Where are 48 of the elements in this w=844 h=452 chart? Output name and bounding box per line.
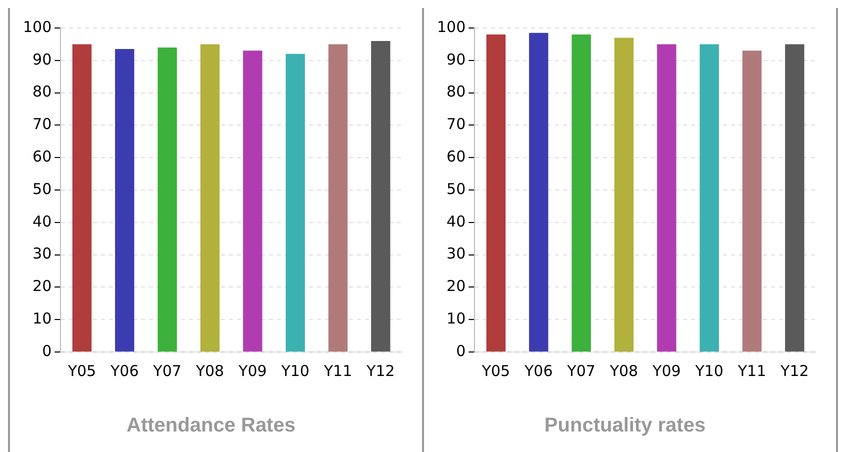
bar bbox=[286, 54, 305, 352]
y-tick-label: 40 bbox=[32, 212, 52, 230]
bar bbox=[371, 40, 390, 352]
y-tick-label: 70 bbox=[32, 115, 52, 134]
bar bbox=[158, 47, 177, 352]
x-tick-label: Y06 bbox=[524, 362, 553, 380]
x-tick-label: Y11 bbox=[736, 362, 766, 380]
bar bbox=[243, 50, 262, 352]
x-tick-label: Y12 bbox=[780, 362, 809, 380]
x-tick-label: Y05 bbox=[480, 362, 510, 380]
x-tick-label: Y05 bbox=[66, 362, 96, 380]
y-tick-label: 100 bbox=[436, 18, 466, 36]
y-tick-label: 50 bbox=[446, 180, 466, 198]
y-tick-label: 20 bbox=[446, 277, 466, 296]
y-tick-label: 70 bbox=[446, 115, 466, 134]
y-tick-label: 50 bbox=[32, 180, 52, 198]
y-tick-label: 80 bbox=[446, 82, 466, 101]
bar bbox=[115, 49, 134, 352]
y-tick-label: 90 bbox=[446, 50, 466, 68]
y-tick-label: 10 bbox=[446, 309, 466, 328]
text: Attendance Rates bbox=[126, 414, 296, 437]
y-tick-label: 0 bbox=[42, 342, 52, 360]
x-tick-label: Y10 bbox=[280, 362, 310, 380]
x-tick-label: Y07 bbox=[152, 362, 182, 380]
y-tick-label: 100 bbox=[22, 18, 52, 36]
x-tick-label: Y12 bbox=[366, 362, 395, 380]
y-tick-label: 40 bbox=[446, 212, 466, 230]
x-tick-label: Y08 bbox=[608, 362, 638, 380]
bar bbox=[200, 44, 220, 352]
text: Punctuality rates bbox=[544, 414, 706, 437]
y-tick-label: 10 bbox=[32, 309, 52, 328]
bar bbox=[328, 44, 348, 352]
y-tick-label: 0 bbox=[456, 342, 466, 360]
y-tick-label: 60 bbox=[32, 147, 52, 166]
y-tick-label: 30 bbox=[446, 244, 466, 263]
x-tick-label: Y08 bbox=[194, 362, 224, 380]
x-tick-label: Y07 bbox=[566, 362, 596, 380]
x-tick-label: Y06 bbox=[110, 362, 139, 380]
bar bbox=[72, 44, 92, 352]
x-tick-label: Y09 bbox=[238, 362, 267, 380]
x-tick-label: Y09 bbox=[652, 362, 681, 380]
x-tick-label: Y10 bbox=[694, 362, 724, 380]
y-tick-label: 30 bbox=[32, 244, 52, 263]
x-tick-label: Y11 bbox=[322, 362, 352, 380]
y-tick-label: 60 bbox=[446, 147, 466, 166]
y-tick-label: 80 bbox=[32, 82, 52, 101]
y-tick-label: 20 bbox=[32, 277, 52, 296]
y-tick-label: 90 bbox=[32, 50, 52, 68]
